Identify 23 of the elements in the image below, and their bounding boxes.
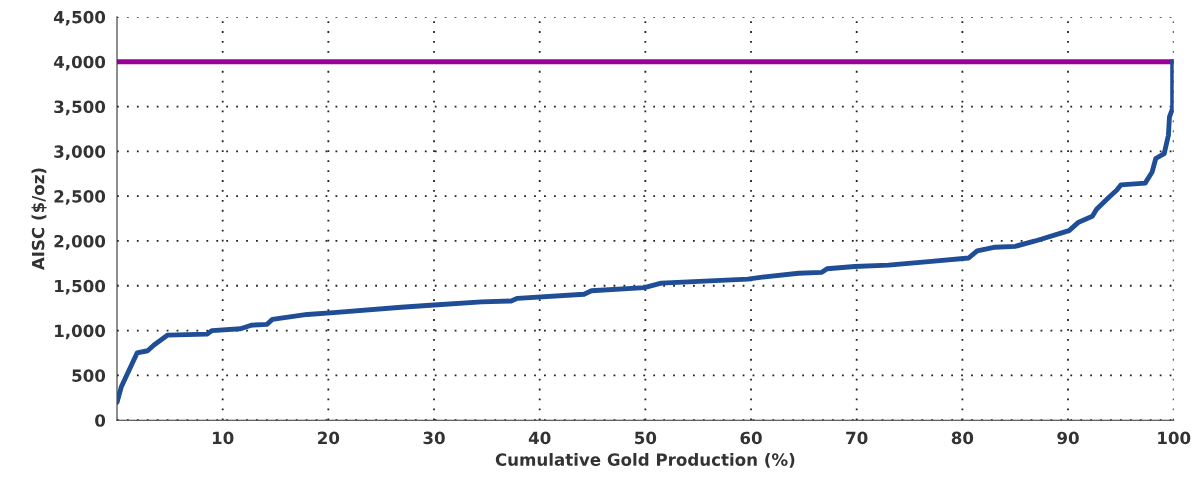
x-tick-label: 50	[635, 431, 657, 445]
y-tick-label: 1,000	[55, 324, 106, 340]
x-tick-label: 30	[423, 431, 445, 445]
y-tick-label: 4,000	[53, 55, 106, 71]
x-tick-label: 80	[951, 431, 974, 445]
y-tick-label: 500	[72, 369, 106, 382]
x-tick-label: 100	[1158, 431, 1191, 445]
y-tick-label: 0	[95, 414, 106, 427]
y-tick-label: 2,500	[54, 190, 106, 205]
x-tick-label: 20	[318, 431, 340, 445]
x-axis-title: Cumulative Gold Production (%)	[495, 453, 795, 468]
y-tick-label: 3,500	[54, 100, 106, 116]
line-series	[117, 59, 1174, 405]
x-tick-label: 90	[1057, 431, 1079, 445]
y-axis-title: AISC ($/oz)	[31, 168, 47, 271]
y-tick-label: 3,000	[54, 145, 106, 161]
y-tick-label: 1,500	[55, 279, 106, 295]
y-tick-label: 4,500	[53, 10, 106, 26]
x-tick-label: 60	[740, 431, 762, 445]
x-tick-label: 70	[846, 431, 868, 445]
x-tick-label: 10	[212, 431, 234, 445]
x-tick-label: 40	[528, 431, 551, 445]
y-tick-label: 2,000	[54, 234, 106, 250]
